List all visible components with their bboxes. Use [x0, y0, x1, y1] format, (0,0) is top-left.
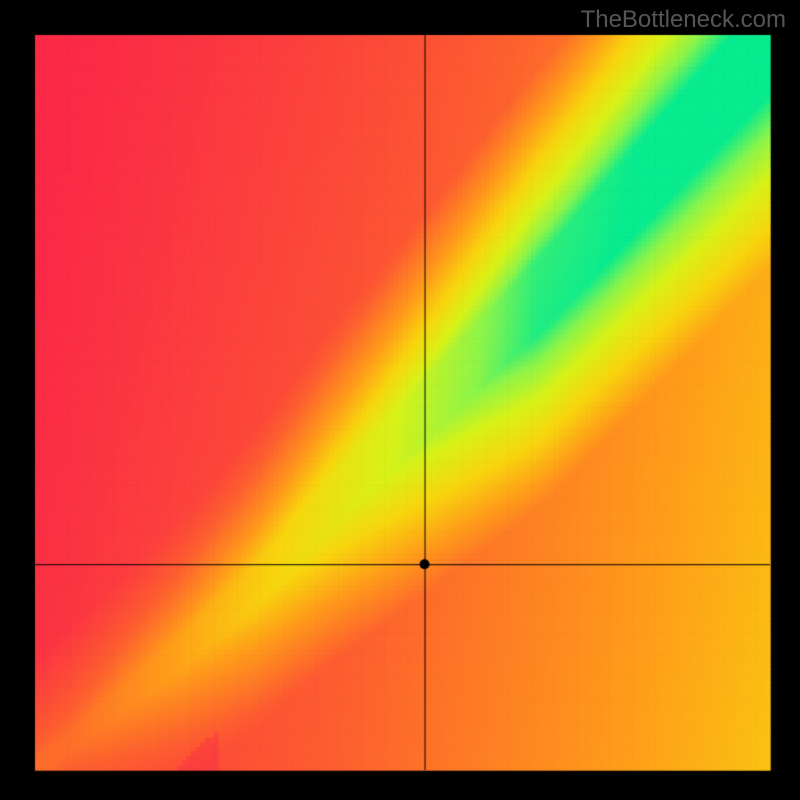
- heatmap-canvas: [0, 0, 800, 800]
- chart-container: TheBottleneck.com: [0, 0, 800, 800]
- watermark-text: TheBottleneck.com: [581, 6, 786, 34]
